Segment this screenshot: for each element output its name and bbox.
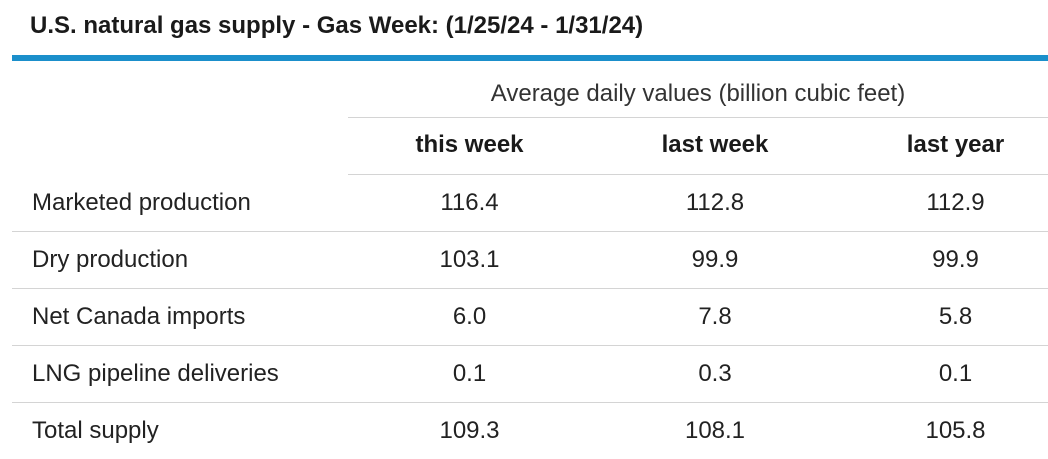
row-divider <box>12 345 1048 346</box>
column-header-divider <box>348 174 1048 175</box>
table-row: Dry production 103.1 99.9 99.9 <box>12 232 1048 288</box>
table-cell: 99.9 <box>691 246 739 273</box>
column-header-last-year: last year <box>906 131 1005 158</box>
table-title: U.S. natural gas supply - Gas Week: (1/2… <box>30 12 644 39</box>
column-header-last-week: last week <box>661 131 769 158</box>
table-row: Net Canada imports 6.0 7.8 5.8 <box>12 289 1048 345</box>
table-cell: 105.8 <box>925 417 986 444</box>
row-label: Net Canada imports <box>32 303 246 330</box>
table-cell: 0.1 <box>938 360 973 387</box>
table-cell: 5.8 <box>938 303 973 330</box>
table-cell: 103.1 <box>439 246 500 273</box>
table-cell: 112.8 <box>685 189 745 216</box>
title-accent-rule <box>12 55 1048 61</box>
table-cell: 7.8 <box>698 303 732 330</box>
row-label: Total supply <box>32 417 159 444</box>
table-cell: 116.4 <box>440 189 499 216</box>
row-divider <box>12 402 1048 403</box>
table-row: Total supply 109.3 108.1 105.8 <box>12 403 1048 459</box>
table-row: LNG pipeline deliveries 0.1 0.3 0.1 <box>12 346 1048 402</box>
table-cell: 0.3 <box>698 360 732 387</box>
table-cell: 112.9 <box>926 189 985 216</box>
table-cell: 108.1 <box>684 417 746 444</box>
row-label: LNG pipeline deliveries <box>32 360 279 387</box>
table-cell: 109.3 <box>439 417 500 444</box>
table-cell: 0.1 <box>452 360 487 387</box>
row-label: Dry production <box>32 246 189 273</box>
table-cell: 6.0 <box>452 303 487 330</box>
table-cell: 99.9 <box>932 246 979 273</box>
subheader-divider <box>348 117 1048 118</box>
row-label: Marketed production <box>32 189 251 216</box>
column-header-this-week: this week <box>415 131 524 158</box>
row-divider <box>12 288 1048 289</box>
table-row: Marketed production 116.4 112.8 112.9 <box>12 175 1048 231</box>
column-group-header: Average daily values (billion cubic feet… <box>490 80 906 107</box>
row-divider <box>12 231 1048 232</box>
